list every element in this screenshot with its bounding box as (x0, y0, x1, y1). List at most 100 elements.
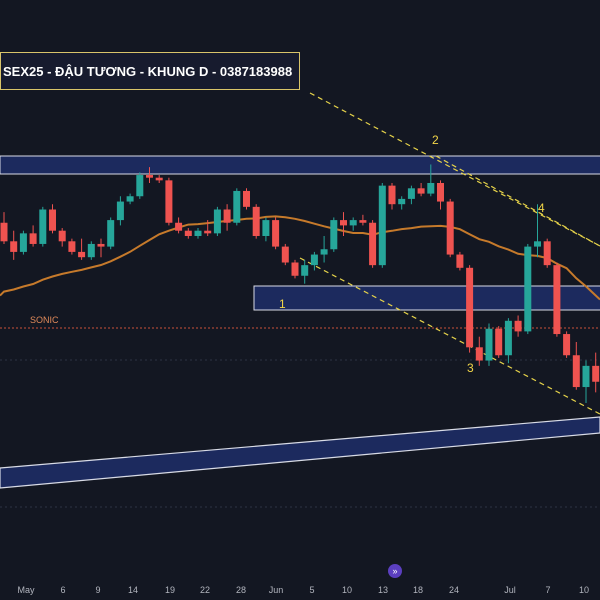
candle-body (233, 190, 241, 223)
candle (136, 172, 144, 199)
candle (252, 204, 260, 239)
candle (204, 220, 212, 236)
x-tick-label: 14 (127, 585, 139, 595)
x-tick-label: 24 (448, 585, 460, 595)
candle-body (39, 209, 47, 244)
candle (165, 177, 173, 226)
candle (310, 251, 318, 271)
candle (97, 238, 105, 258)
candle (87, 241, 95, 260)
candle-body (87, 243, 95, 258)
candle (223, 204, 231, 231)
wave-label-1: 1 (279, 297, 286, 311)
candle (378, 183, 386, 268)
candle-body (378, 185, 386, 266)
candle (281, 243, 289, 266)
candle-body (388, 185, 396, 205)
candle (146, 167, 153, 183)
resistance-zone (0, 155, 600, 175)
candle-body (495, 328, 503, 356)
candle-body (184, 230, 192, 236)
candle-body (563, 334, 571, 356)
x-tick-label: 10 (341, 585, 353, 595)
candle-body (320, 249, 328, 255)
support-zone (253, 285, 600, 311)
candle-body (582, 365, 590, 388)
candle-body (543, 241, 551, 266)
candle-body (475, 347, 483, 361)
candle-body (10, 241, 18, 252)
candle (262, 217, 270, 242)
x-tick-label: 7 (545, 585, 551, 595)
x-tick-label: 5 (309, 585, 315, 595)
wave-2-connector (435, 155, 600, 247)
candle (340, 212, 347, 236)
candle (272, 217, 280, 250)
wave-label-2: 2 (432, 133, 439, 147)
candle-body (68, 241, 76, 252)
x-tick-label: 18 (412, 585, 424, 595)
candle-body (592, 365, 600, 382)
candle (553, 262, 561, 337)
candle (330, 217, 338, 252)
candle (427, 164, 435, 197)
candle (456, 251, 464, 271)
candle-body (146, 175, 153, 178)
candle-body (553, 265, 561, 335)
candle-body (213, 209, 221, 234)
x-axis: May 6 9 14 19 22 28 Jun 5 10 13 18 24 Jul 7 10 (0, 578, 600, 600)
candle (524, 243, 532, 335)
sonic-label: SONIC (30, 315, 59, 325)
candle-body (155, 177, 163, 181)
candle-body (281, 246, 289, 263)
chart-title-box: SEX25 - ĐẬU TƯƠNG - KHUNG D - 0387183988 (0, 52, 300, 90)
x-tick-label: Jul (504, 585, 516, 595)
candle-body (204, 230, 212, 234)
x-tick-label: 10 (578, 585, 590, 595)
candle-body (407, 188, 415, 199)
wave-label-4: 4 (538, 201, 545, 215)
candle (10, 230, 18, 260)
candle-body (349, 220, 357, 226)
candle-body (194, 230, 202, 236)
x-tick-label: 22 (199, 585, 211, 595)
x-tick-label: 6 (60, 585, 66, 595)
candle (194, 228, 202, 239)
candle (116, 196, 124, 226)
candle-body (504, 320, 512, 356)
candle-body (126, 196, 134, 202)
candle (534, 204, 541, 258)
candle-body (0, 222, 8, 242)
candle (0, 212, 8, 244)
candle-body (252, 206, 260, 236)
candle (68, 238, 76, 255)
candle (563, 331, 571, 358)
wave-labels: 1 2 3 4 (279, 133, 545, 375)
candle (407, 185, 415, 205)
candle (446, 198, 454, 258)
candle (572, 342, 580, 390)
candle (155, 175, 163, 183)
candle (369, 220, 377, 268)
candle (301, 259, 309, 284)
candle (388, 183, 396, 210)
candle (398, 196, 406, 210)
candle (320, 236, 328, 263)
x-tick-label: 28 (235, 585, 247, 595)
candle-body (524, 246, 532, 332)
candle (359, 214, 367, 226)
candle (19, 230, 27, 255)
candles-layer (0, 164, 600, 403)
candle-body (340, 220, 347, 226)
candle-body (58, 230, 66, 242)
candle-body (456, 254, 464, 268)
double-chevron-right-icon[interactable]: » (388, 564, 402, 578)
candle (29, 225, 37, 247)
candle (485, 323, 493, 366)
horizontal-levels (0, 359, 600, 508)
candle-body (291, 262, 299, 276)
candle (233, 188, 241, 226)
candle-body (223, 209, 231, 223)
candle (504, 318, 512, 364)
